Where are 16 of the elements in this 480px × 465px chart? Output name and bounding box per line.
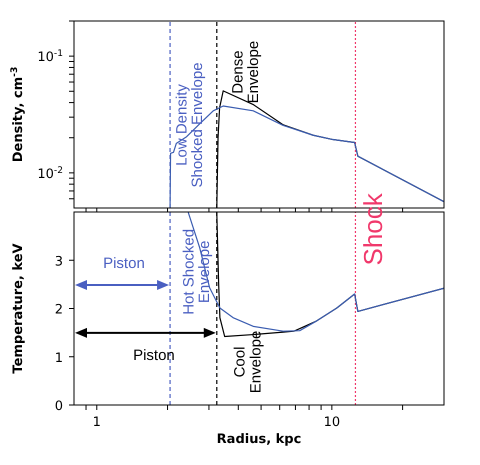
annotation: Low Density Shocked Envelope — [173, 62, 206, 188]
y-tick-label: 2 — [54, 302, 63, 318]
x-tick-label: 10 — [324, 415, 340, 430]
annotation: Piston — [133, 347, 175, 364]
y-tick-label: 1 — [54, 350, 63, 366]
y-tick-label: 10$^{-1}$ — [37, 49, 63, 66]
y-tick-label: 3 — [54, 254, 63, 270]
y-axis-title: Temperature, keV — [11, 243, 26, 374]
y-tick-label: 0 — [54, 399, 63, 414]
annotation: Cool Envelope — [232, 330, 264, 394]
y-tick-label: 10$^{-2}$ — [37, 166, 63, 182]
annotation: Hot Shocked Envelope — [180, 228, 214, 315]
x-axis-title: Radius, kpc — [216, 432, 302, 447]
annotation: Dense Envelope — [229, 40, 262, 104]
annotation: Piston — [103, 255, 145, 272]
annotation: Shock — [358, 192, 388, 266]
